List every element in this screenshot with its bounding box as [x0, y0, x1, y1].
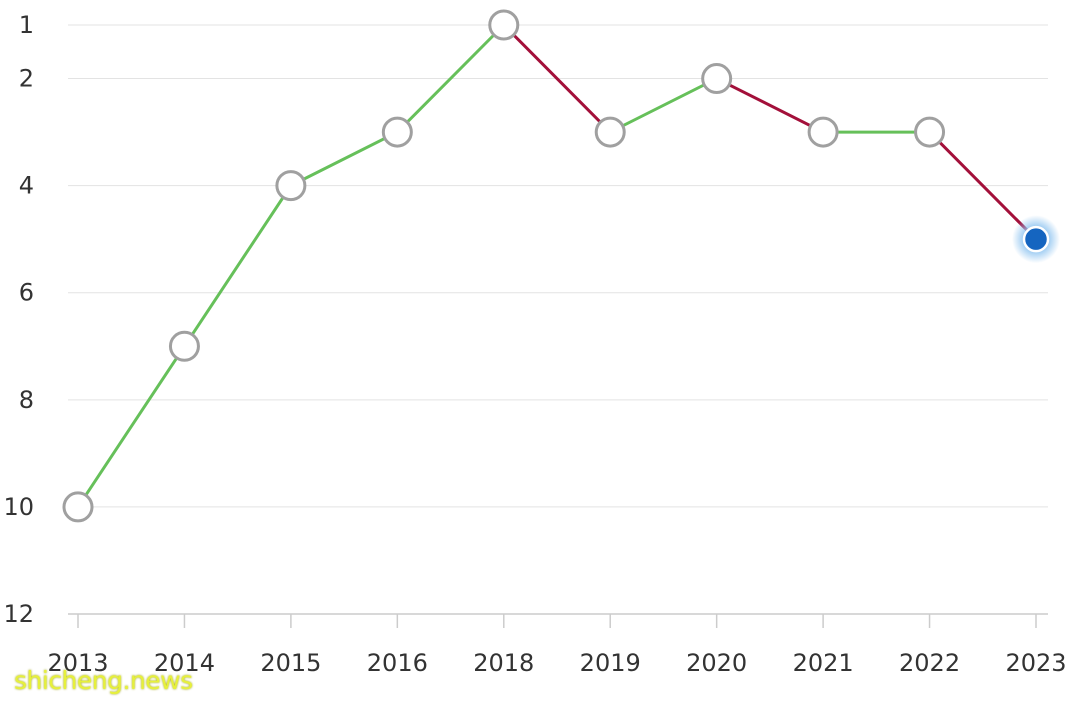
line-segment [76, 344, 186, 509]
line-segment [289, 130, 399, 188]
x-tick-label: 2016 [367, 649, 428, 677]
data-point-highlighted[interactable] [1022, 225, 1050, 253]
y-tick-label: 2 [19, 65, 34, 93]
line-segment [395, 23, 506, 134]
x-tick-label: 2021 [793, 649, 854, 677]
line-segment [502, 23, 612, 134]
data-point[interactable] [807, 116, 839, 148]
y-tick-label: 8 [19, 386, 34, 414]
watermark: shicheng.news [14, 666, 193, 695]
x-tick-label: 2020 [686, 649, 747, 677]
y-tick-label: 12 [3, 600, 34, 628]
y-tick-label: 4 [19, 172, 34, 200]
gridlines [68, 24, 1048, 508]
line-segment [928, 130, 1038, 241]
data-point[interactable] [488, 9, 520, 41]
y-tick-label: 1 [19, 11, 34, 39]
data-point[interactable] [275, 170, 307, 202]
x-axis: 2013 2014 2015 2016 2018 2019 2020 2021 2022 2023 [47, 613, 1067, 677]
x-tick-label: 2014 [154, 649, 215, 677]
data-point[interactable] [62, 491, 94, 523]
y-tick-label: 10 [3, 493, 34, 521]
line-segment [715, 77, 825, 134]
x-tick-label: 2019 [580, 649, 641, 677]
x-tick-label: 2013 [47, 649, 108, 677]
series-points [62, 9, 1060, 523]
data-point[interactable] [594, 116, 626, 148]
data-point[interactable] [168, 330, 200, 362]
data-point[interactable] [381, 116, 413, 148]
y-tick-label: 6 [19, 279, 34, 307]
line-segment [608, 77, 719, 134]
x-tick-label: 2022 [899, 649, 960, 677]
series-line [76, 23, 1038, 509]
x-tick-label: 2023 [1005, 649, 1066, 677]
x-tick-label: 2015 [260, 649, 321, 677]
x-tick-label: 2018 [473, 649, 534, 677]
data-point[interactable] [914, 116, 946, 148]
line-segment [182, 184, 293, 348]
data-point[interactable] [701, 63, 733, 95]
